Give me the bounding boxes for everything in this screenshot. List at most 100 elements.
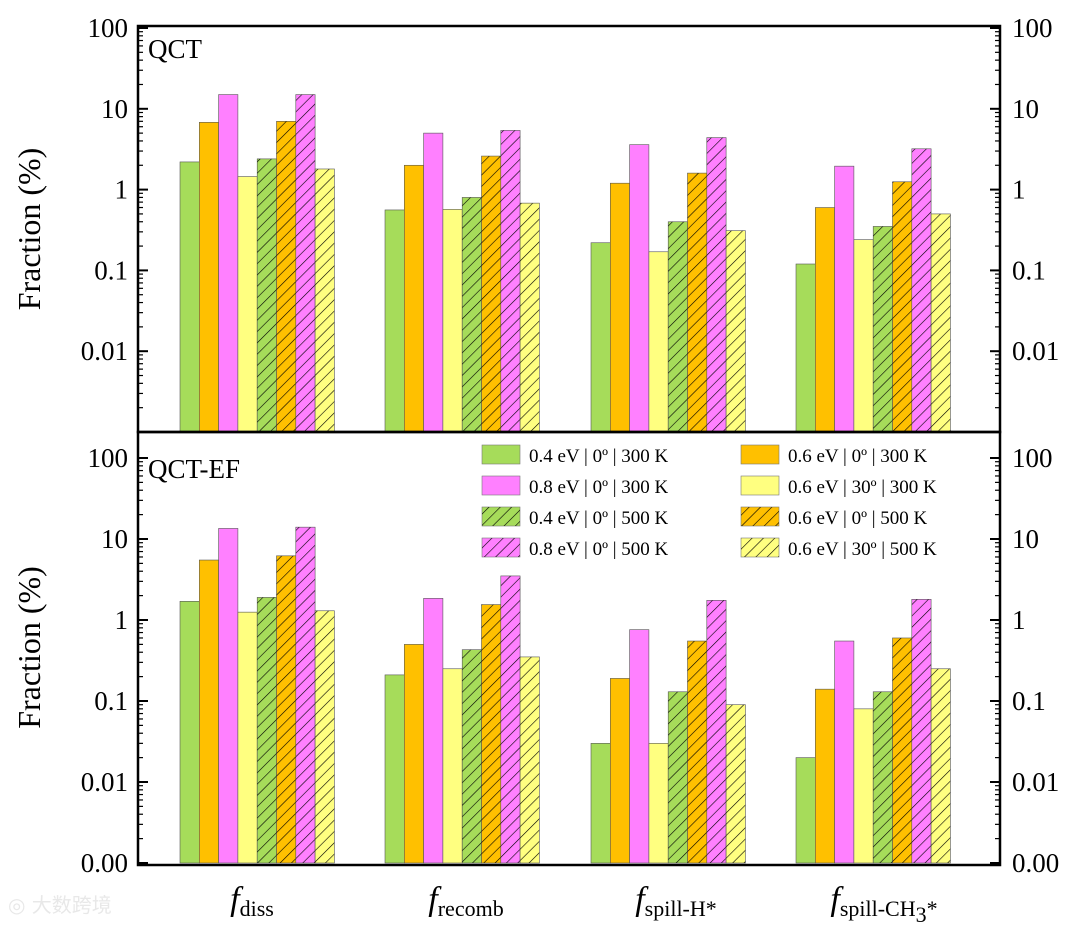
bar-hatch (873, 226, 893, 432)
bar (590, 743, 611, 864)
bar-hatch (911, 599, 932, 863)
bar (629, 144, 650, 433)
bar-hatch (315, 610, 335, 863)
bar (237, 176, 258, 433)
y-tick-label: 100 (88, 443, 129, 473)
legend-item: 0.8 eV | 0º | 500 K (481, 537, 669, 560)
legend-label: 0.6 eV | 30º | 300 K (788, 477, 937, 498)
bar-hatch (462, 197, 482, 432)
x-category-label: fspill-CH3* (830, 881, 937, 925)
bar-hatch (931, 213, 951, 432)
legend-label: 0.4 eV | 0º | 300 K (529, 446, 669, 467)
y-tick-label-right: 100 (1012, 443, 1053, 473)
legend-swatch-hatch (482, 507, 520, 526)
x-category-label: fspill-H* (635, 881, 717, 921)
y-axis-label: Fraction (%) (11, 566, 47, 729)
x-category-label: frecomb (428, 881, 503, 921)
legend-swatch (740, 444, 780, 465)
bar (590, 242, 611, 433)
x-category-suffix: * (927, 896, 938, 921)
legend-swatch-hatch (741, 538, 779, 557)
legend-label: 0.4 eV | 0º | 500 K (529, 508, 669, 529)
bar-hatch (931, 668, 951, 863)
bar-hatch (481, 156, 501, 432)
legend-item: 0.6 eV | 0º | 500 K (740, 506, 928, 529)
bar (853, 708, 874, 864)
bar (423, 132, 444, 433)
bar (609, 182, 630, 433)
bar-hatch (911, 148, 932, 432)
bar-hatch (520, 656, 540, 863)
legend-item: 0.6 eV | 30º | 300 K (740, 475, 937, 498)
bar-hatch (257, 158, 277, 432)
bar-hatch (276, 555, 296, 863)
y-tick-label-right: 0.01 (1012, 336, 1059, 366)
bar-hatch (295, 94, 316, 432)
x-category-subscript: spill-CH (840, 896, 916, 921)
y-tick-label-right: 100 (1012, 13, 1053, 43)
bar-hatch (892, 637, 912, 863)
y-tick-label: 10 (101, 94, 128, 124)
legend-swatch-hatch (741, 507, 779, 526)
bar (384, 674, 405, 864)
bar (629, 629, 650, 864)
bar-hatch (726, 230, 746, 432)
y-tick-label: 0.01 (81, 336, 128, 366)
bar (442, 209, 463, 433)
legend-label: 0.6 eV | 30º | 500 K (788, 539, 937, 560)
bar (218, 94, 239, 433)
bar (609, 678, 630, 864)
panel-title: QCT (148, 34, 203, 64)
bar (834, 640, 855, 864)
bar (384, 209, 405, 433)
bar (179, 601, 200, 864)
plot-frame (136, 430, 1002, 867)
y-tick-label: 0.00 (81, 848, 128, 878)
y-tick-label-right: 1 (1012, 175, 1026, 205)
y-tick-label: 10 (101, 524, 128, 554)
y-tick-label: 1 (115, 605, 129, 635)
y-tick-label-right: 0.00 (1012, 848, 1059, 878)
x-category-subscript: recomb (438, 896, 504, 921)
bar (814, 688, 835, 864)
legend-item: 0.8 eV | 0º | 300 K (481, 475, 669, 498)
bar-hatch (892, 181, 912, 432)
y-tick-label: 0.01 (81, 767, 128, 797)
bar-hatch (706, 137, 727, 433)
bar (814, 207, 835, 433)
watermark: ◎ 大数跨境 (8, 893, 112, 917)
y-tick-label-right: 10 (1012, 94, 1039, 124)
bar (199, 122, 219, 433)
x-category-subscript-index: 3 (916, 902, 927, 925)
legend-item: 0.4 eV | 0º | 300 K (481, 444, 669, 467)
bar-hatch (500, 575, 521, 863)
panel-title: QCT-EF (148, 454, 240, 484)
x-category-label: fdiss (230, 881, 274, 921)
y-axis-label: Fraction (%) (11, 148, 47, 311)
legend-item: 0.6 eV | 30º | 500 K (740, 537, 937, 560)
bar-hatch (873, 691, 893, 863)
x-category-subscript: diss (240, 896, 274, 921)
bar (199, 559, 219, 864)
bar (403, 164, 424, 433)
bar-hatch (520, 203, 540, 432)
bar (423, 598, 444, 864)
bar (648, 251, 669, 433)
y-tick-label-right: 0.01 (1012, 767, 1059, 797)
legend: 0.4 eV | 0º | 300 K 0.6 eV | 0º | 300 K 0.… (481, 444, 937, 560)
legend-label: 0.6 eV | 0º | 300 K (788, 446, 928, 467)
legend-label: 0.8 eV | 0º | 500 K (529, 539, 669, 560)
bar (237, 611, 258, 864)
y-tick-label-right: 0.1 (1012, 255, 1046, 285)
legend-item: 0.4 eV | 0º | 500 K (481, 506, 669, 529)
bar-hatch (668, 691, 688, 863)
legend-label: 0.6 eV | 0º | 500 K (788, 508, 928, 529)
x-category-subscript: spill-H* (645, 896, 717, 921)
y-tick-label-right: 10 (1012, 524, 1039, 554)
bar-hatch (706, 600, 727, 863)
legend-item: 0.6 eV | 0º | 300 K (740, 444, 928, 467)
bar-hatch (462, 649, 482, 863)
legend-swatch (481, 475, 521, 496)
bar-hatch (257, 597, 277, 863)
